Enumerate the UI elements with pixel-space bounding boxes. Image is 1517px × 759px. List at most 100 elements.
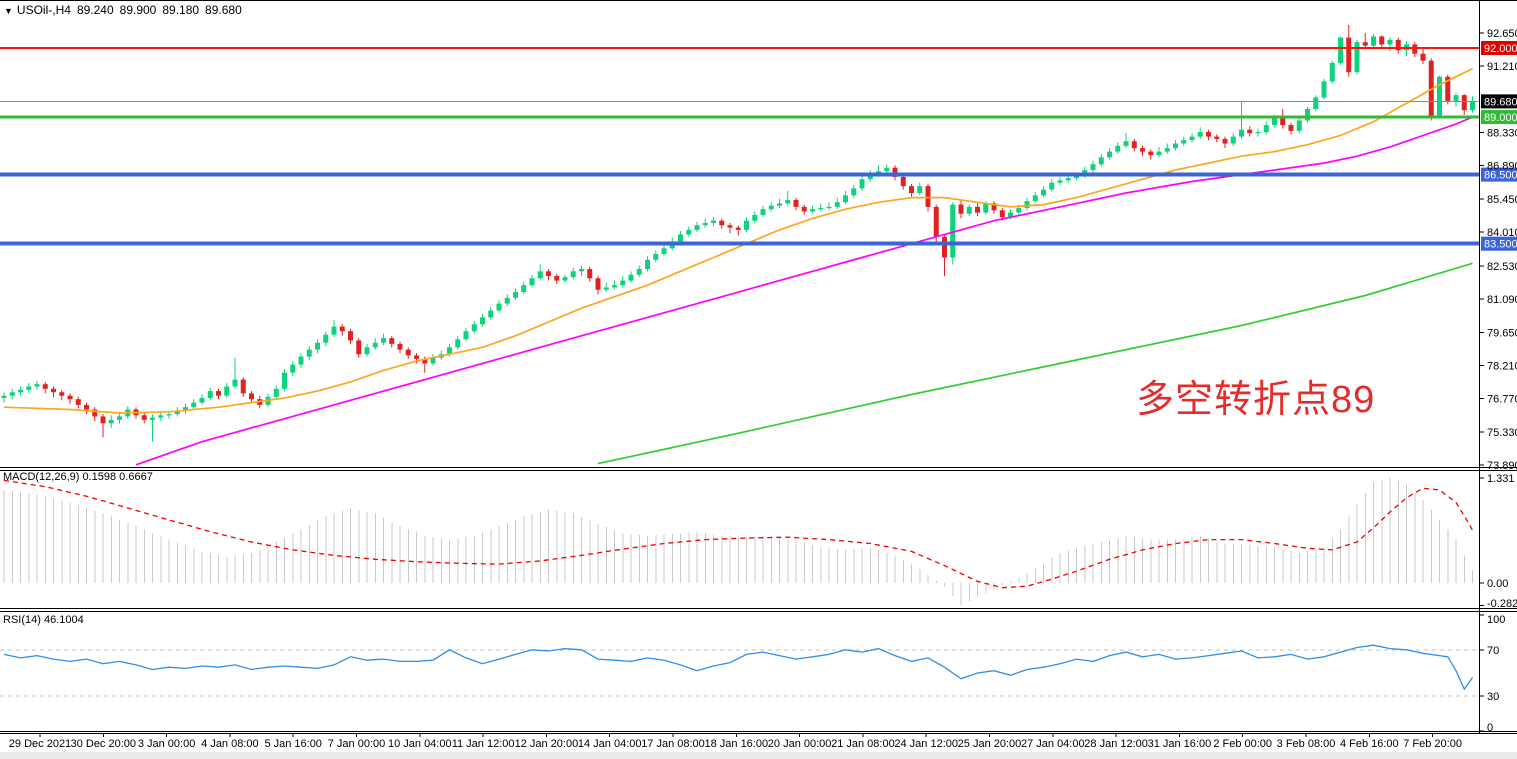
date-label: 11 Jan 12:00: [452, 738, 515, 750]
symbol-dropdown-icon[interactable]: ▼: [4, 6, 13, 16]
date-label: 18 Jan 16:00: [704, 738, 768, 750]
candle: [1280, 108, 1286, 129]
candle: [1354, 39, 1360, 75]
candle: [51, 386, 56, 397]
candle: [232, 357, 238, 389]
ma-slow-line: [597, 262, 1473, 465]
price-badge-label: 92.000: [1484, 43, 1517, 55]
price-tick-label: 78.210: [1487, 361, 1517, 373]
candle: [1222, 136, 1228, 149]
candle: [1230, 133, 1236, 146]
date-label: 10 Jan 04:00: [388, 738, 452, 750]
candle: [92, 407, 98, 422]
candle: [719, 218, 725, 229]
symbol-period-label: USOil-,H4: [16, 3, 71, 17]
candle: [950, 202, 956, 265]
candle: [917, 182, 923, 196]
candle: [1255, 128, 1261, 137]
price-tick-label: 85.450: [1487, 194, 1517, 206]
candle: [562, 274, 568, 283]
candle: [1338, 36, 1343, 66]
price-badge: [1481, 110, 1517, 125]
candle: [150, 414, 155, 442]
candle: [315, 339, 320, 354]
candle: [480, 313, 485, 327]
candle: [430, 354, 436, 366]
candle: [1090, 160, 1096, 173]
date-label: 29 Dec 2021: [9, 738, 71, 750]
candle: [1123, 133, 1129, 149]
candle: [554, 273, 560, 285]
candle: [1437, 75, 1442, 119]
candle: [884, 164, 890, 174]
price-badge: [1481, 167, 1517, 182]
candle: [84, 402, 89, 415]
price-tick-label: 76.770: [1487, 394, 1517, 406]
candle: [826, 202, 832, 211]
quote-high: 89.900: [119, 3, 157, 17]
candle: [1181, 136, 1187, 146]
quote-open: 89.240: [76, 3, 114, 17]
date-label: 4 Feb 16:00: [1340, 738, 1399, 750]
macd-tick-label: 1.331: [1487, 473, 1515, 485]
candle: [504, 294, 510, 306]
candle: [9, 388, 15, 400]
price-tick-label: 75.330: [1487, 427, 1517, 439]
candle: [843, 190, 848, 205]
date-label: 7 Feb 20:00: [1403, 738, 1462, 750]
candle: [1189, 133, 1195, 143]
candle: [1156, 146, 1162, 158]
candle: [323, 331, 329, 347]
candle: [364, 343, 370, 357]
candle: [991, 201, 997, 214]
candle: [966, 204, 972, 217]
candle: [818, 203, 824, 212]
date-label: 2 Feb 00:00: [1213, 738, 1272, 750]
candle: [628, 271, 634, 283]
candle: [207, 387, 213, 401]
candle: [513, 288, 518, 301]
candle: [1305, 106, 1310, 123]
quote-bar: ▼ USOil-,H4 89.240 89.900 89.180 89.680: [4, 3, 248, 17]
macd-indicator-label: MACD(12,26,9) 0.1598 0.6667: [3, 471, 153, 483]
candle: [793, 197, 799, 211]
candle: [1263, 121, 1269, 135]
candle: [620, 275, 626, 288]
candle: [1164, 143, 1170, 154]
candle: [199, 394, 205, 405]
rsi-tick-label: 0: [1487, 722, 1493, 734]
candle: [1247, 126, 1253, 137]
candle: [34, 380, 40, 390]
date-label: 24 Jan 12:00: [894, 738, 958, 750]
candle: [1173, 140, 1178, 151]
candle: [711, 217, 716, 227]
candle: [381, 333, 386, 346]
candle: [1387, 37, 1393, 52]
ma-mid-line: [135, 116, 1473, 466]
candle: [1032, 191, 1038, 204]
quote-low: 89.180: [162, 3, 200, 17]
candle: [1098, 153, 1104, 167]
date-label: 14 Jan 04:00: [578, 738, 642, 750]
candle: [1041, 186, 1046, 198]
candle: [1197, 127, 1203, 139]
price-tick-label: 73.890: [1487, 460, 1517, 472]
candle: [372, 338, 378, 350]
candle: [810, 205, 815, 214]
price-tick-label: 86.890: [1487, 161, 1517, 173]
candle: [933, 204, 939, 242]
date-label: 12 Jan 20:00: [515, 738, 579, 750]
moving-averages-layer: [3, 67, 1473, 466]
candle: [686, 226, 692, 237]
candle: [1321, 79, 1327, 100]
price-badge-label: 89.000: [1484, 112, 1517, 124]
candle: [1346, 24, 1352, 77]
candle: [1371, 34, 1376, 48]
candle: [356, 338, 362, 358]
candle: [702, 218, 708, 228]
candle: [579, 265, 584, 276]
candle: [1239, 102, 1244, 139]
date-label: 4 Jan 08:00: [201, 738, 259, 750]
